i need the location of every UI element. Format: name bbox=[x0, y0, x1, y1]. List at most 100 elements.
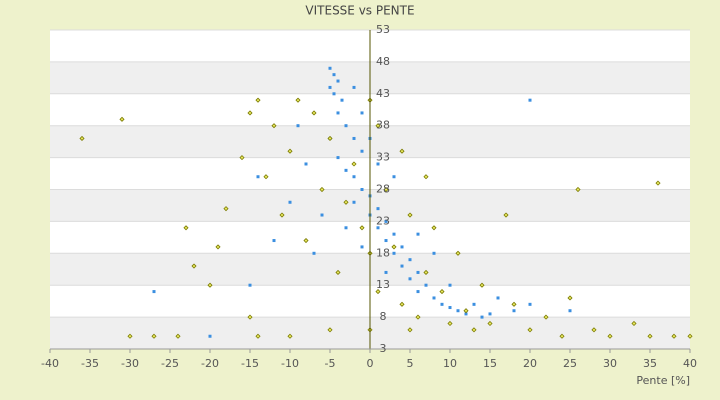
x-axis-label: Pente [%] bbox=[636, 374, 690, 387]
point bbox=[248, 283, 252, 287]
point bbox=[191, 263, 197, 269]
point bbox=[376, 207, 380, 211]
point bbox=[439, 289, 445, 295]
point bbox=[463, 308, 469, 314]
point bbox=[336, 156, 340, 160]
point bbox=[175, 333, 181, 339]
y-tick-label: 18 bbox=[376, 246, 390, 259]
point bbox=[391, 244, 397, 250]
point bbox=[360, 111, 364, 115]
y-tick-label: 53 bbox=[376, 23, 390, 36]
x-tick-label: 15 bbox=[483, 357, 497, 370]
point bbox=[223, 206, 229, 212]
point bbox=[239, 155, 245, 161]
point bbox=[423, 174, 429, 180]
y-tick-label: 48 bbox=[376, 55, 390, 68]
point bbox=[332, 92, 336, 96]
point bbox=[384, 270, 388, 274]
point bbox=[352, 85, 356, 89]
point bbox=[320, 213, 324, 217]
point bbox=[119, 116, 125, 122]
x-tick-label: -40 bbox=[41, 357, 59, 370]
point bbox=[327, 327, 333, 333]
x-tick-label: 35 bbox=[643, 357, 657, 370]
point bbox=[255, 333, 261, 339]
point bbox=[671, 333, 677, 339]
x-tick-label: 0 bbox=[367, 357, 374, 370]
point bbox=[416, 290, 420, 294]
x-tick-label: -10 bbox=[281, 357, 299, 370]
point bbox=[464, 312, 468, 316]
point bbox=[400, 264, 404, 268]
point bbox=[408, 277, 412, 281]
point bbox=[328, 66, 332, 70]
point bbox=[295, 97, 301, 103]
point bbox=[344, 168, 348, 172]
point bbox=[271, 123, 277, 129]
point bbox=[399, 301, 405, 307]
point bbox=[127, 333, 133, 339]
point bbox=[328, 85, 332, 89]
point bbox=[407, 327, 413, 333]
point bbox=[319, 186, 325, 193]
y-tick-label: 43 bbox=[376, 87, 390, 100]
point bbox=[351, 161, 357, 167]
point bbox=[312, 251, 316, 255]
x-tick-label: 5 bbox=[407, 357, 414, 370]
point bbox=[183, 225, 189, 231]
point bbox=[384, 239, 388, 243]
point bbox=[432, 296, 436, 300]
point bbox=[424, 283, 428, 287]
point bbox=[512, 309, 516, 313]
point bbox=[247, 314, 253, 320]
point bbox=[471, 327, 477, 333]
point bbox=[360, 245, 364, 249]
point bbox=[288, 200, 292, 204]
point bbox=[448, 283, 452, 287]
y-tick-label: 33 bbox=[376, 151, 390, 164]
point bbox=[480, 315, 484, 319]
point bbox=[687, 333, 693, 339]
point bbox=[303, 237, 309, 244]
x-tick-label: -25 bbox=[161, 357, 179, 370]
point bbox=[591, 327, 597, 333]
point bbox=[392, 175, 396, 179]
point bbox=[215, 244, 221, 250]
point bbox=[304, 162, 308, 166]
point bbox=[647, 333, 653, 339]
point bbox=[376, 226, 380, 230]
point bbox=[416, 270, 420, 274]
point bbox=[352, 200, 356, 204]
point bbox=[416, 232, 420, 236]
y-tick-label: 8 bbox=[380, 310, 387, 323]
point bbox=[343, 199, 349, 205]
x-tick-label: 40 bbox=[683, 357, 697, 370]
point bbox=[336, 111, 340, 115]
x-tick-label: 25 bbox=[563, 357, 577, 370]
point bbox=[575, 186, 581, 193]
point bbox=[79, 135, 85, 142]
point bbox=[296, 124, 300, 128]
point bbox=[447, 320, 453, 327]
point bbox=[543, 314, 549, 320]
y-tick-label: 23 bbox=[376, 214, 390, 227]
point bbox=[256, 175, 260, 179]
point bbox=[607, 333, 613, 339]
point bbox=[503, 212, 509, 218]
x-tick-label: 20 bbox=[523, 357, 537, 370]
point bbox=[352, 136, 356, 140]
point bbox=[375, 289, 381, 295]
point bbox=[456, 309, 460, 313]
point bbox=[415, 314, 421, 320]
point bbox=[152, 290, 156, 294]
point bbox=[479, 282, 485, 288]
point bbox=[559, 333, 565, 339]
point bbox=[376, 162, 380, 166]
point bbox=[487, 320, 493, 327]
point bbox=[407, 212, 413, 218]
point bbox=[311, 110, 317, 116]
point bbox=[631, 320, 637, 327]
point bbox=[352, 175, 356, 179]
point bbox=[287, 148, 293, 154]
